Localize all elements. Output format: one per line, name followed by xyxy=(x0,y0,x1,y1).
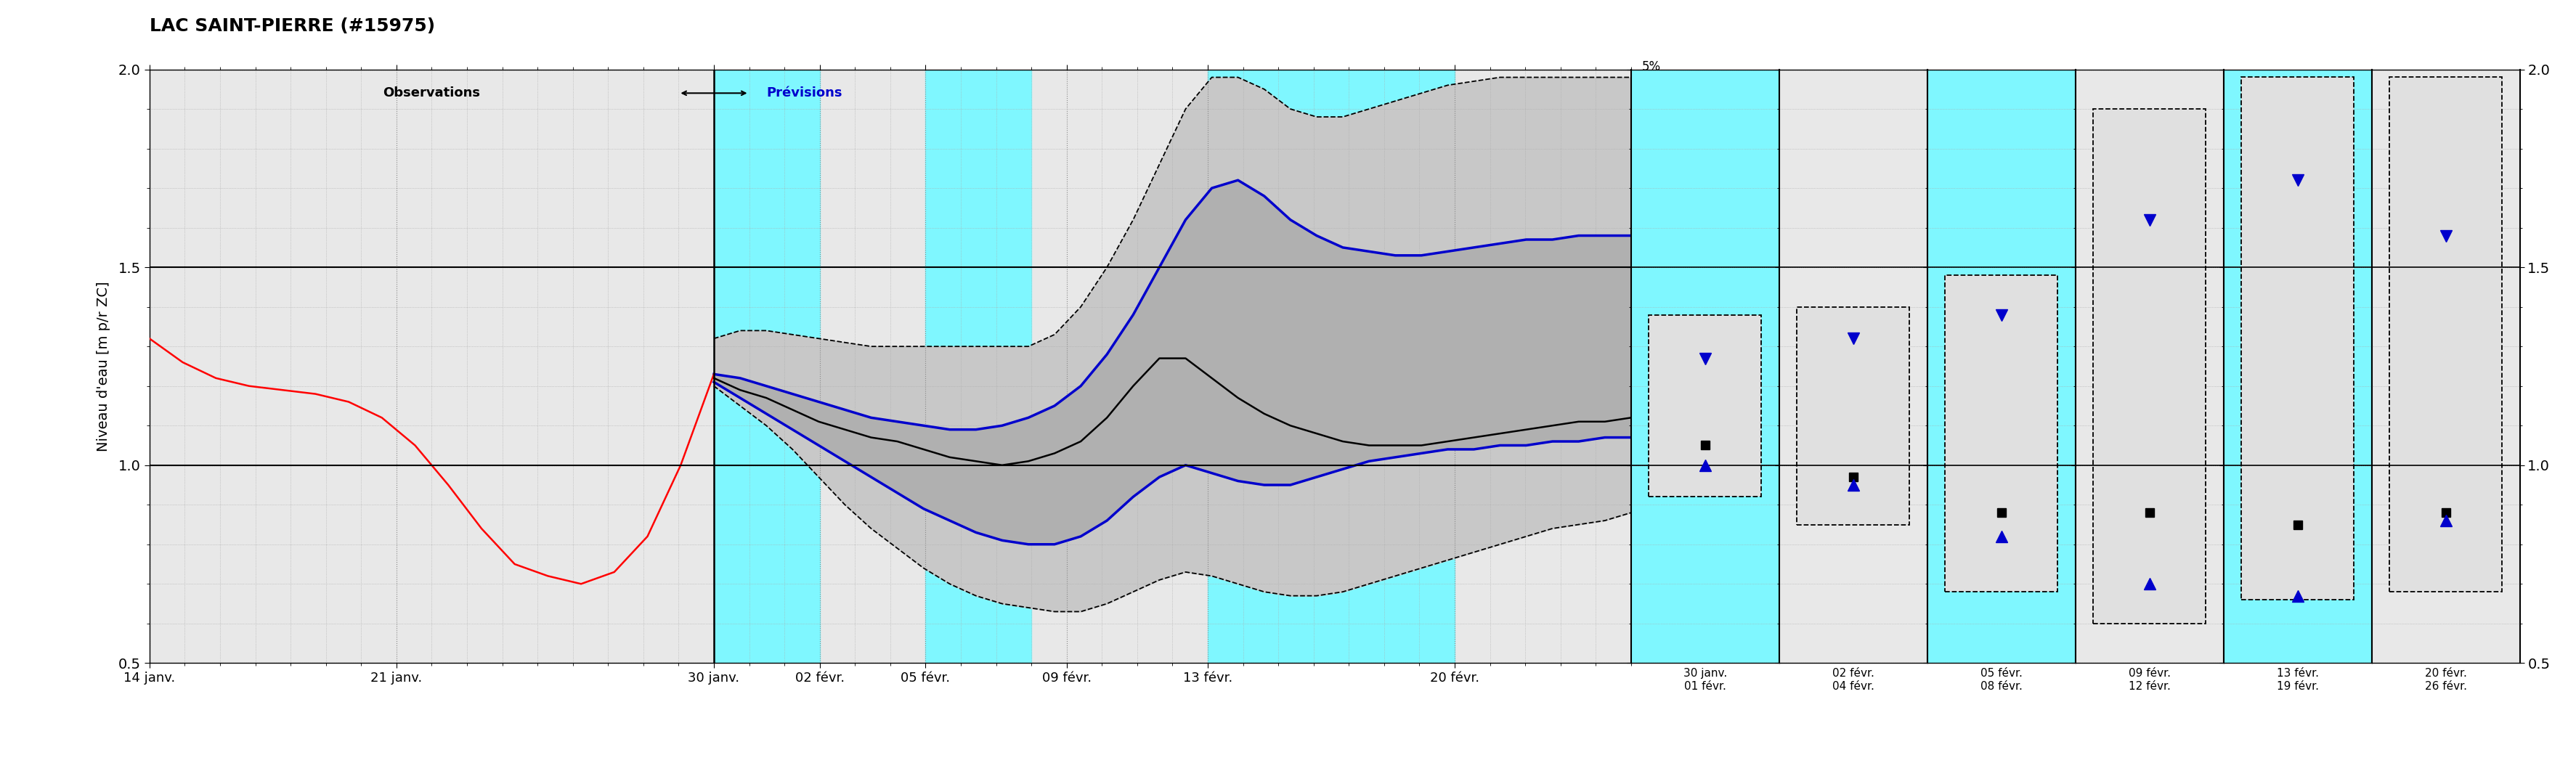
Text: 5%: 5% xyxy=(1641,60,1659,73)
Text: 95%: 95% xyxy=(1641,517,1667,530)
Bar xyxy=(714,69,819,663)
Text: 85%: 85% xyxy=(1641,431,1669,444)
Bar xyxy=(925,69,1030,663)
X-axis label: 05 févr.
08 févr.: 05 févr. 08 févr. xyxy=(1981,668,2022,692)
Text: LAC SAINT-PIERRE (#15975): LAC SAINT-PIERRE (#15975) xyxy=(149,17,435,35)
Bar xyxy=(1945,275,2058,592)
Bar xyxy=(2092,109,2205,624)
X-axis label: 30 janv.
01 févr.: 30 janv. 01 févr. xyxy=(1682,668,1726,692)
Text: 15%: 15% xyxy=(1641,229,1669,242)
X-axis label: 13 févr.
19 févr.: 13 févr. 19 févr. xyxy=(2277,668,2318,692)
Bar xyxy=(1795,307,1909,524)
Bar xyxy=(2388,77,2501,592)
Bar xyxy=(1649,315,1762,497)
Bar xyxy=(2241,77,2354,600)
X-axis label: 09 févr.
12 févr.: 09 févr. 12 févr. xyxy=(2128,668,2169,692)
Y-axis label: Niveau d'eau [m p/r ZC]: Niveau d'eau [m p/r ZC] xyxy=(95,281,111,451)
Bar xyxy=(1208,69,1455,663)
Text: Observations: Observations xyxy=(384,86,479,99)
Text: Prévisions: Prévisions xyxy=(768,86,842,99)
X-axis label: 02 févr.
04 févr.: 02 févr. 04 févr. xyxy=(1832,668,1873,692)
X-axis label: 20 févr.
26 févr.: 20 févr. 26 févr. xyxy=(2424,668,2465,692)
